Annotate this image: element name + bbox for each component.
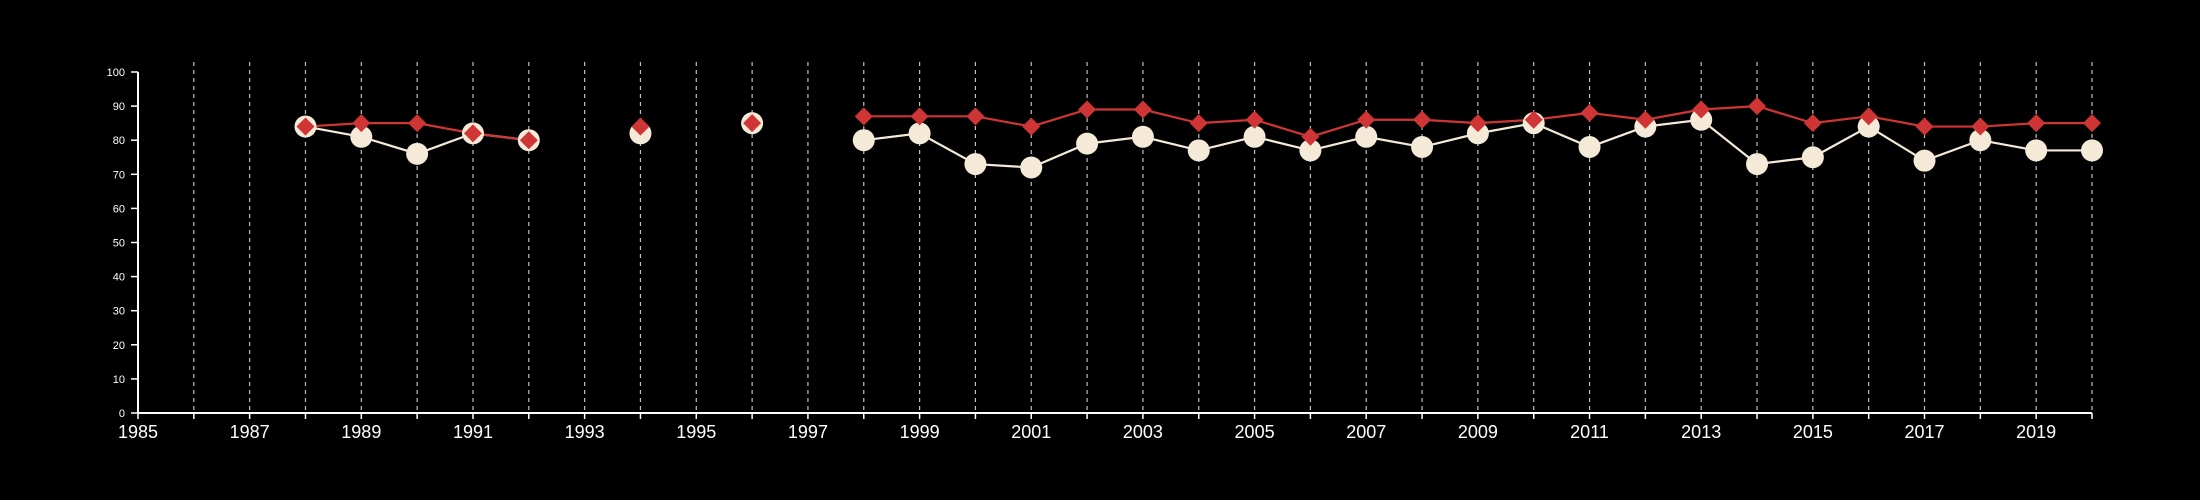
x-tick-label: 1999	[900, 422, 940, 442]
x-tick-label: 1985	[118, 422, 158, 442]
series-2-point	[1301, 127, 1320, 146]
series-2-point	[519, 131, 538, 150]
series-2-point	[1803, 114, 1822, 133]
x-tick-label: 1991	[453, 422, 493, 442]
x-tick-label: 2007	[1346, 422, 1386, 442]
series-2-point	[1692, 100, 1711, 119]
series-1-point	[406, 142, 429, 165]
y-tick-label: 40	[113, 272, 125, 284]
series-2-point	[743, 114, 762, 133]
x-tick-label: 2001	[1011, 422, 1051, 442]
series-2-point	[1413, 110, 1432, 129]
series-2-point	[1245, 110, 1264, 129]
series-2-point	[463, 124, 482, 143]
x-tick-label: 1993	[565, 422, 605, 442]
series-2-point	[1915, 117, 1934, 136]
series-2-point	[631, 117, 650, 136]
y-tick-label: 90	[113, 101, 125, 113]
series-1-point	[1578, 136, 1601, 159]
y-tick-label: 50	[113, 238, 125, 250]
series-1-point	[1299, 139, 1322, 162]
series-1-point	[1243, 125, 1266, 148]
series-1-point	[2081, 139, 2103, 162]
y-tick-label: 20	[113, 340, 125, 352]
series-1-point	[1969, 129, 1992, 152]
series-1-point	[1801, 146, 1824, 169]
x-tick-label: 2015	[1793, 422, 1833, 442]
series-2-point	[352, 114, 371, 133]
series-2-point	[1357, 110, 1376, 129]
series-1-point	[908, 122, 931, 145]
series-1-point	[1411, 136, 1434, 159]
series-1-point	[1187, 139, 1210, 162]
series-1-point	[2025, 139, 2048, 162]
x-tick-label: 2013	[1681, 422, 1721, 442]
y-tick-label: 60	[113, 203, 125, 215]
x-tick-label: 2019	[2016, 422, 2056, 442]
x-tick-label: 1995	[676, 422, 716, 442]
series-1-point	[1466, 122, 1489, 145]
series-1-point	[1131, 125, 1154, 148]
y-tick-label: 70	[113, 169, 125, 181]
y-tick-label: 30	[113, 306, 125, 318]
series-2-point	[966, 107, 985, 126]
y-tick-label: 10	[113, 374, 125, 386]
x-tick-label: 2017	[1904, 422, 1944, 442]
y-tick-label: 100	[107, 67, 125, 79]
series-2-point	[1748, 97, 1767, 116]
series-2-point	[854, 107, 873, 126]
y-tick-label: 0	[119, 408, 125, 420]
x-tick-label: 2003	[1123, 422, 1163, 442]
x-tick-label: 1987	[230, 422, 270, 442]
series-1-point	[1690, 108, 1713, 131]
series-2-point	[1859, 107, 1878, 126]
series-2-point	[1580, 103, 1599, 122]
axes: 0 10 20 30 40 50 60 70 80 90 100 1985 1987 1989 1991 19…	[107, 67, 2093, 442]
series-1-point	[1020, 156, 1043, 179]
series-2-point	[1133, 100, 1152, 119]
series-1-point	[1076, 132, 1099, 155]
series-2-point	[2027, 114, 2046, 133]
series-1-point	[1746, 153, 1769, 176]
x-tick-label: 2009	[1458, 422, 1498, 442]
series-1-point	[964, 153, 987, 176]
series-2-point	[1022, 117, 1041, 136]
series-1-point	[852, 129, 875, 152]
series-markers	[294, 97, 2103, 179]
series-2-point	[1468, 114, 1487, 133]
series-2-point	[1189, 114, 1208, 133]
x-tick-label: 1989	[341, 422, 381, 442]
x-tick-label: 2011	[1570, 422, 1609, 442]
x-tick-label: 1997	[788, 422, 828, 442]
series-2-point	[2083, 114, 2101, 133]
y-tick-label: 80	[113, 135, 125, 147]
series-2-point	[910, 107, 929, 126]
series-2-point	[1636, 110, 1655, 129]
series-1-point	[1857, 115, 1880, 138]
series-2-point	[296, 117, 315, 136]
series-1-point	[350, 125, 373, 148]
series-2-point	[1078, 100, 1097, 119]
x-tick-label: 2005	[1235, 422, 1275, 442]
series-1-point	[1913, 149, 1936, 172]
series-2-point	[1524, 110, 1543, 129]
series-2-point	[1971, 117, 1990, 136]
series-1-point	[1355, 125, 1378, 148]
series-2-point	[408, 114, 427, 133]
